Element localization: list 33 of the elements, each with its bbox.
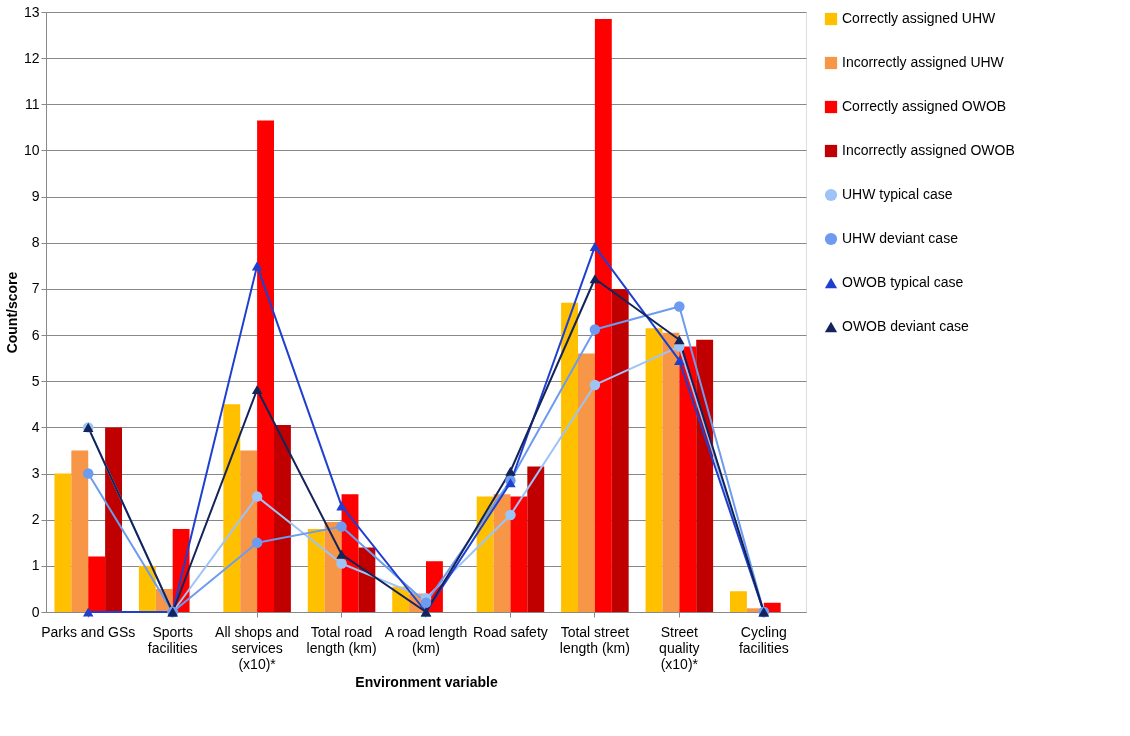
x-tick-label: Total road length (km) xyxy=(306,623,377,656)
legend-label: Incorrectly assigned OWOB xyxy=(842,142,1015,158)
y-axis-title: Count/score xyxy=(3,271,20,354)
y-tick-label: 5 xyxy=(31,372,40,389)
legend-label: UHW deviant case xyxy=(842,230,959,246)
legend-label: Correctly assigned UHW xyxy=(842,10,997,26)
x-tick-label: Parks and GSs xyxy=(41,623,136,640)
x-tick-label: Sports facilities xyxy=(147,623,198,656)
y-tick-label: 2 xyxy=(31,511,40,528)
y-tick-label: 11 xyxy=(24,95,40,112)
x-tick-label: Total street length (km) xyxy=(559,623,630,656)
x-axis-title: Environment variable xyxy=(355,673,498,690)
x-tick-label: A road length (km) xyxy=(384,623,468,656)
legend-label: Correctly assigned OWOB xyxy=(842,98,1007,114)
y-tick-label: 1 xyxy=(31,557,40,574)
y-tick-label: 3 xyxy=(31,465,40,482)
legend-label: Incorrectly assigned UHW xyxy=(842,54,1005,70)
y-tick-label: 12 xyxy=(23,49,40,66)
x-tick-label: All shops and services (x10)* xyxy=(215,623,300,672)
x-tick-label: Street quality (x10)* xyxy=(659,623,700,672)
y-tick-label: 13 xyxy=(23,3,40,20)
legend-label: UHW typical case xyxy=(842,186,953,202)
y-tick-label: 10 xyxy=(23,141,40,158)
y-tick-label: 9 xyxy=(31,188,40,205)
legend-label: OWOB deviant case xyxy=(842,318,970,334)
y-tick-label: 7 xyxy=(31,280,40,297)
x-tick-label: Road safety xyxy=(473,623,548,640)
y-tick-label: 0 xyxy=(31,603,40,620)
y-tick-label: 6 xyxy=(31,326,40,343)
y-tick-label: 8 xyxy=(31,234,40,251)
x-tick-label: Cycling facilities xyxy=(738,623,789,656)
y-tick-label: 4 xyxy=(31,418,40,435)
legend-label: OWOB typical case xyxy=(842,274,964,290)
